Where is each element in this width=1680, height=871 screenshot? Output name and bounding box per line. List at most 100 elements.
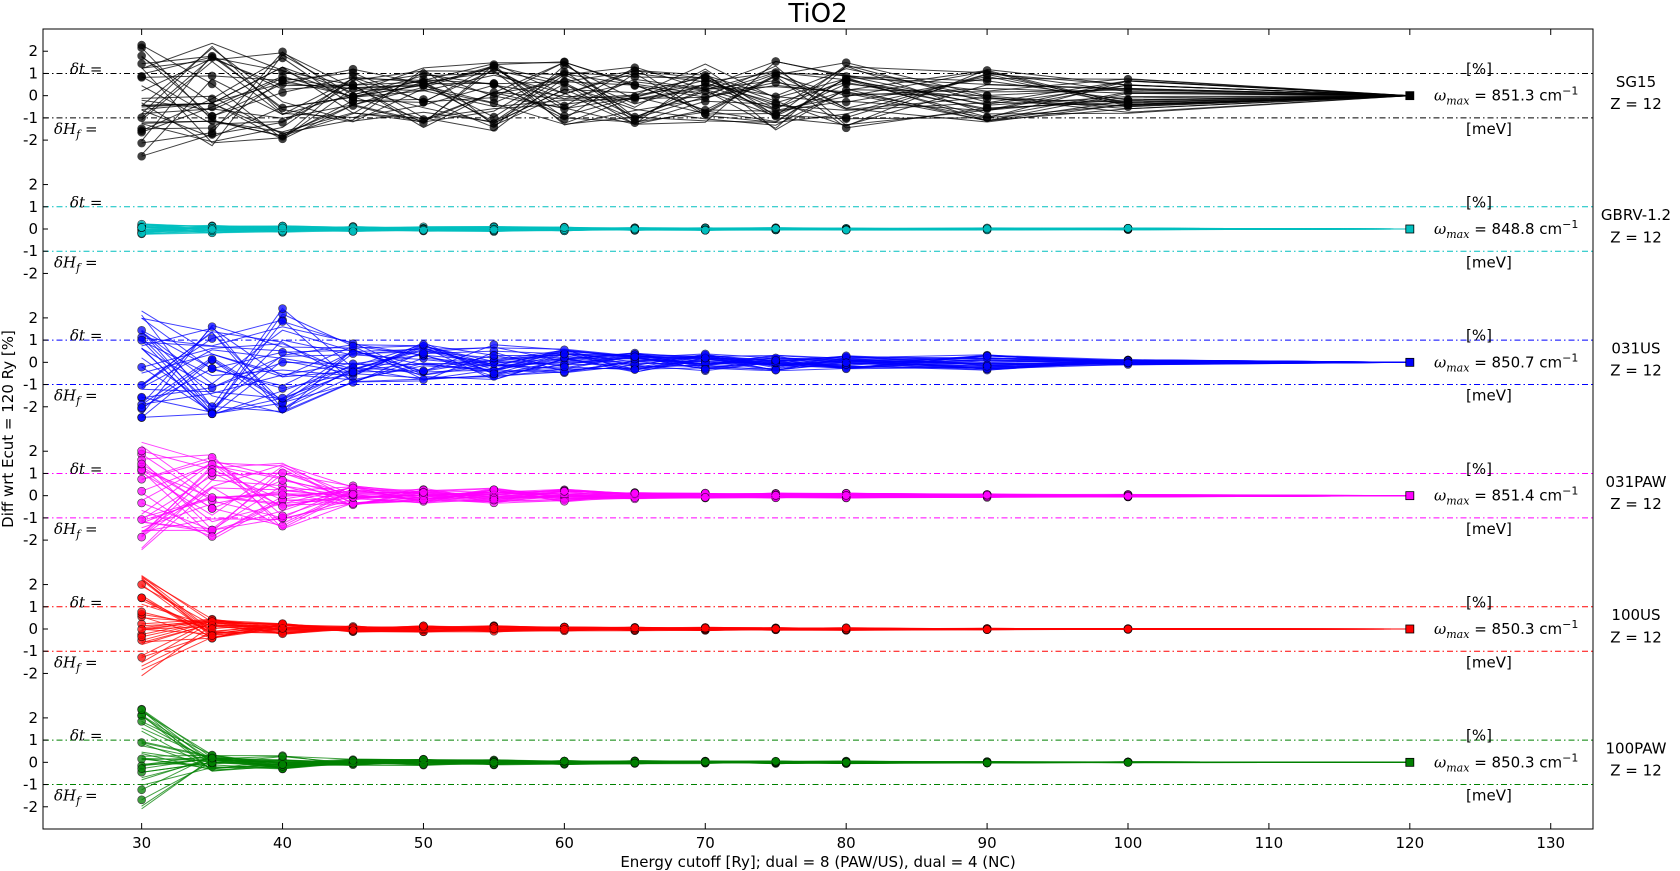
plot-frame [42,28,1594,830]
panel-z: Z = 12 [1610,362,1661,380]
series-line [141,468,1410,533]
y-tick-label: 2 [28,176,38,194]
data-point [982,361,992,371]
y-tick-label: -2 [23,664,38,682]
mev-unit: [meV] [1466,120,1512,138]
data-point [841,225,851,235]
panel-name: GBRV-1.2 [1601,206,1671,224]
y-tick-label: 2 [28,442,38,460]
data-point [630,93,640,102]
data-point [207,504,217,513]
series-line [141,54,1410,147]
y-tick-label: 0 [28,353,38,371]
data-point [419,621,428,631]
data-point [771,92,781,102]
y-tick-label: -1 [23,642,38,660]
data-point [137,593,146,603]
data-point [489,88,499,97]
series-line [141,68,1410,134]
data-point [137,705,146,715]
data-point [489,112,499,122]
y-tick-label: -2 [23,131,38,149]
delta-h-label: δHf = [54,387,98,408]
data-point [771,356,781,365]
data-point [137,59,146,68]
data-point [137,754,146,764]
delta-t-label: δt = [70,593,102,611]
data-point [489,225,499,234]
y-tick-label: 1 [28,198,38,216]
data-point [207,79,217,89]
annotations: δt = δHf = [%] [meV] ωmax = 851.3 cm−1 δt = δH… [54,60,1578,808]
y-tick-label: -1 [23,376,38,394]
panel-gbrv-1.2 [43,206,1593,252]
data-point [841,97,851,107]
y-tick-label: 1 [28,464,38,482]
data-point [137,138,146,148]
x-tick-label: 110 [1255,834,1284,852]
y-axis-label: Diff wrt Ecut = 120 Ry [%] [0,330,17,528]
series-line [141,52,1410,123]
data-point [137,413,146,422]
data-point [137,632,146,642]
series-line [141,354,1410,418]
x-tick-label: 80 [837,834,856,852]
mev-unit: [meV] [1466,253,1512,271]
panel-name: SG15 [1616,73,1656,91]
panel-z: Z = 12 [1610,495,1661,513]
data-point [630,66,640,76]
data-point [1123,358,1133,368]
plot-series [43,40,1593,810]
y-tick-label: 1 [28,331,38,349]
y-tick-label: 0 [28,487,38,505]
y-tick-label: 2 [28,576,38,594]
data-point [137,474,146,484]
panel-z: Z = 12 [1610,762,1661,780]
y-tick-label: 2 [28,709,38,727]
panel-labels: SG15 Z = 12 GBRV-1.2 Z = 12 031US Z = 12 031PA… [1601,73,1671,780]
data-point [560,487,569,496]
data-point [489,351,499,360]
data-point [278,71,287,81]
data-point [278,88,287,97]
data-point [207,51,217,61]
series-line [141,57,1410,132]
y-tick-label: 1 [28,598,38,616]
data-point [278,103,287,113]
data-point [207,115,217,125]
percent-unit: [%] [1466,60,1492,78]
data-point [348,68,358,78]
data-point [771,104,781,113]
mev-unit: [meV] [1466,387,1512,405]
data-point [489,79,499,89]
y-axis: 2 1 0 -1 -2 2 1 0 -1 -2 2 1 0 -1 -2 2 1 0 -1 -2 2 1 0 -1 -2 2 1 0 -1… [23,42,48,816]
y-tick-label: 2 [28,309,38,327]
percent-unit: [%] [1466,593,1492,611]
x-tick-label: 90 [978,834,997,852]
series-line [141,319,1410,386]
data-point [700,109,710,118]
series-line [141,709,1410,765]
data-point [348,489,358,499]
series-line [141,70,1410,133]
x-tick-label: 30 [132,834,151,852]
data-point [630,488,640,498]
data-point-reference [1405,491,1415,501]
data-point [137,113,146,122]
panel-z: Z = 12 [1610,628,1661,646]
data-point-reference [1405,91,1415,101]
x-tick-label: 100 [1114,834,1143,852]
omega-max-label: ωmax = 848.8 cm−1 [1434,218,1578,241]
delta-t-label: δt = [70,460,102,478]
data-point [278,118,287,127]
data-point [207,468,217,477]
y-tick-label: -2 [23,264,38,282]
series-line [141,47,1410,125]
data-point [419,115,428,124]
y-tick-label: 1 [28,64,38,82]
panel-name: 100PAW [1606,739,1667,757]
data-point [560,362,569,372]
data-point [207,493,217,502]
y-tick-label: 0 [28,87,38,105]
